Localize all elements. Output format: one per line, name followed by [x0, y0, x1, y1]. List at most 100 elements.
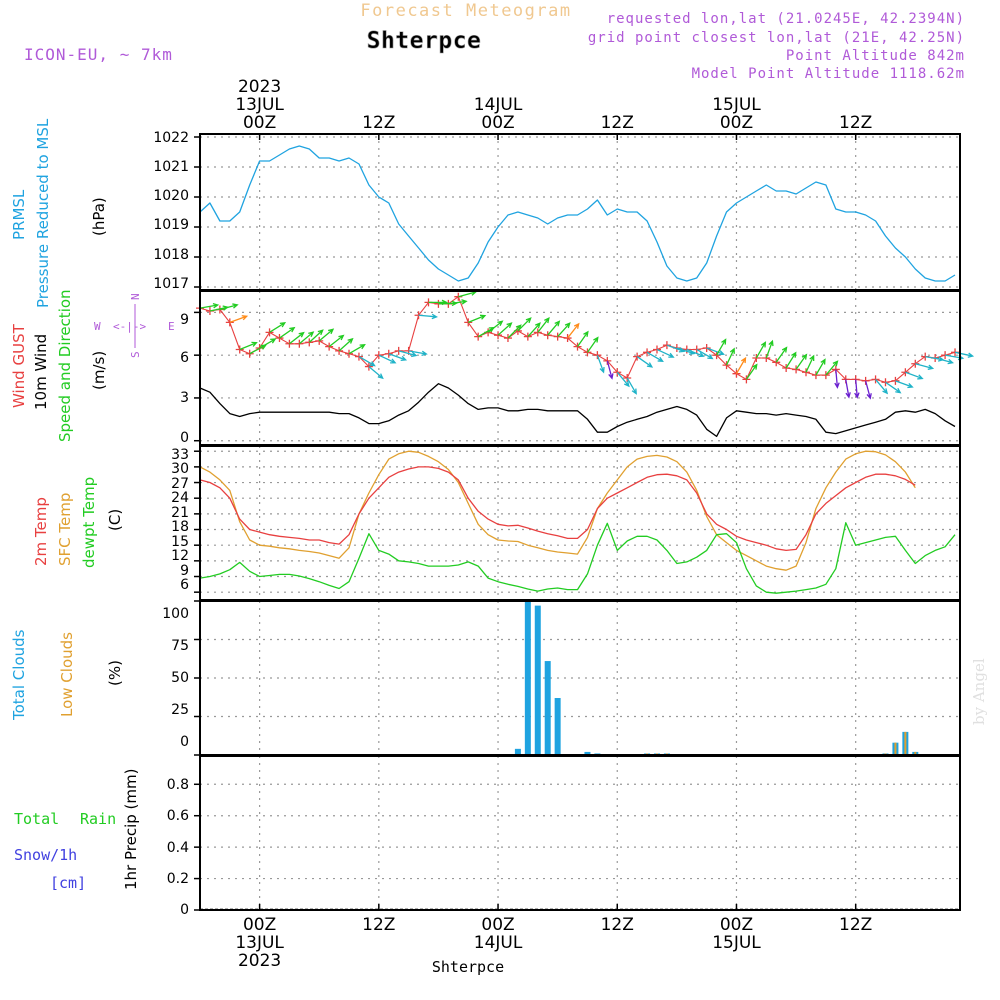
bottom-time-label: 15JUL — [712, 933, 761, 953]
bottom-time-label: 12Z — [839, 915, 872, 935]
pressure-tick: 1022 — [153, 130, 189, 146]
temp-tick: 21 — [171, 505, 189, 521]
cloud-tick-labels: 100 75 50 25 0 — [162, 606, 189, 750]
wind-direction-arrow — [915, 363, 935, 370]
temp-tick: 33 — [171, 447, 189, 463]
gust-point — [245, 349, 254, 358]
wind-direction-arrow — [388, 353, 408, 362]
top-time-label: 12Z — [839, 113, 872, 133]
cloud-tick: 0 — [180, 734, 189, 750]
gust-point — [732, 369, 741, 378]
cloud-low-bar — [904, 731, 907, 755]
watermark: by Angel — [970, 658, 988, 725]
temp-tick: 27 — [171, 476, 189, 492]
wind-direction-arrow — [279, 326, 296, 339]
wind-direction-arrow — [606, 360, 614, 380]
grid-lines — [200, 134, 960, 911]
wind-direction-arrow — [696, 348, 714, 360]
compass-n: N — [129, 293, 142, 300]
compass-arrow: <-|-> — [113, 320, 146, 333]
wind-direction-arrow — [686, 348, 705, 358]
gust-point — [494, 331, 503, 340]
wind-panel-frame — [199, 290, 961, 446]
precip-tick: 0.2 — [167, 871, 189, 887]
wind-direction-arrow — [775, 346, 788, 363]
wind-direction-arrow — [298, 331, 315, 345]
top-time-label: 12Z — [362, 113, 395, 133]
bottom-time-label: 00Z — [243, 915, 276, 935]
wind-direction-arrow — [308, 329, 324, 343]
wind-direction-arrow — [864, 380, 872, 400]
gust-point — [563, 334, 572, 343]
top-time-label: 15JUL — [712, 95, 761, 115]
wind-direction-arrow — [567, 322, 580, 339]
dewpt-line — [199, 522, 956, 594]
wind-direction-arrow — [557, 322, 571, 338]
wind-direction-arrow — [378, 354, 397, 364]
top-time-label: 13JUL — [235, 95, 284, 115]
temp-tick: 18 — [171, 519, 189, 535]
wind-direction-arrow — [875, 378, 889, 395]
wind-direction-arrow — [895, 380, 914, 389]
temp-tick: 12 — [171, 548, 189, 564]
cloud-low-bar — [914, 751, 917, 755]
cloud-total-bar — [584, 751, 591, 755]
wind-direction-arrow — [259, 338, 277, 349]
wind-direction-arrow — [358, 356, 376, 367]
wind-direction-arrow — [834, 369, 840, 389]
gust-point — [583, 348, 592, 357]
temp-labels: 2m Temp SFC Temp dewpt Temp (C) — [32, 477, 124, 568]
wind-direction-arrow — [328, 334, 345, 348]
bottom-time-label: 2023 — [238, 951, 281, 971]
snow-unit-label: [cm] — [50, 874, 86, 892]
wind-direction-arrow — [448, 299, 468, 305]
wind-direction-arrow — [934, 357, 954, 365]
wind-direction-arrow — [825, 360, 839, 376]
wind-direction-arrow — [338, 337, 354, 352]
model-label: ICON-EU, ~ 7km — [24, 45, 173, 64]
wind-direction-arrow — [576, 330, 589, 347]
compass-e: E — [168, 320, 175, 333]
wind-direction-arrow — [815, 358, 826, 376]
gust-point — [474, 332, 483, 341]
sfc-temp-label: SFC Temp — [56, 493, 74, 566]
wind-tick: 6 — [180, 350, 189, 366]
cloud-unit: (%) — [106, 660, 124, 686]
place-title: Shterpce — [367, 28, 482, 54]
pressure-tick: 1018 — [153, 247, 189, 263]
temp-tick: 30 — [171, 461, 189, 477]
wind-direction-arrow — [289, 331, 305, 345]
cloud-low-bar — [894, 742, 897, 755]
wind-speed-dir-label: Speed and Direction — [56, 289, 74, 442]
wind-labels: Wind GUST 10m Wind Speed and Direction (… — [10, 289, 175, 442]
gust-point — [881, 378, 890, 387]
gust-point — [752, 354, 761, 363]
precip-labels: Total Rain Snow/1h [cm] 1hr Precip (mm) — [14, 769, 140, 892]
temp2m-line — [199, 466, 916, 552]
wind-direction-arrow — [885, 381, 902, 394]
pressure-line — [199, 145, 956, 282]
wind-direction-arrow — [666, 344, 686, 353]
gust-point — [335, 346, 344, 355]
point-altitude: Point Altitude 842m — [786, 48, 965, 64]
gust-point — [911, 359, 920, 368]
wind-direction-arrow — [527, 322, 541, 338]
prmsl-label: PRMSL — [10, 189, 28, 240]
wind-direction-arrow — [725, 347, 735, 366]
precip-tick: 0.8 — [167, 777, 189, 793]
gust-point — [265, 328, 274, 337]
wind-unit: (m/s) — [90, 351, 108, 390]
bottom-time-label: 14JUL — [474, 933, 523, 953]
total-clouds-label: Total Clouds — [10, 629, 28, 721]
gust-point — [901, 368, 910, 377]
gust-point — [682, 345, 691, 354]
wind-direction-arrow — [348, 343, 366, 355]
compass-w: W — [94, 320, 101, 333]
temp-tick: 15 — [171, 534, 189, 550]
wind-direction-arrow — [229, 315, 249, 323]
wind-tick: 9 — [180, 312, 189, 328]
wind-direction-arrow — [517, 317, 532, 332]
top-time-label: 2023 — [238, 77, 281, 97]
